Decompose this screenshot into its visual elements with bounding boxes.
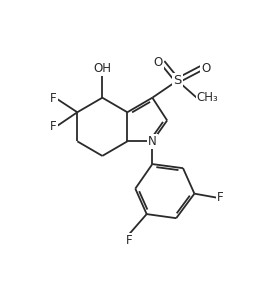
Text: F: F <box>50 92 57 105</box>
Text: F: F <box>126 234 133 247</box>
Text: CH₃: CH₃ <box>197 91 218 104</box>
Text: S: S <box>173 74 182 87</box>
Text: OH: OH <box>93 62 111 75</box>
Text: F: F <box>217 191 224 204</box>
Text: O: O <box>153 56 163 69</box>
Text: F: F <box>50 120 57 132</box>
Text: N: N <box>148 135 157 148</box>
Text: O: O <box>201 62 210 75</box>
